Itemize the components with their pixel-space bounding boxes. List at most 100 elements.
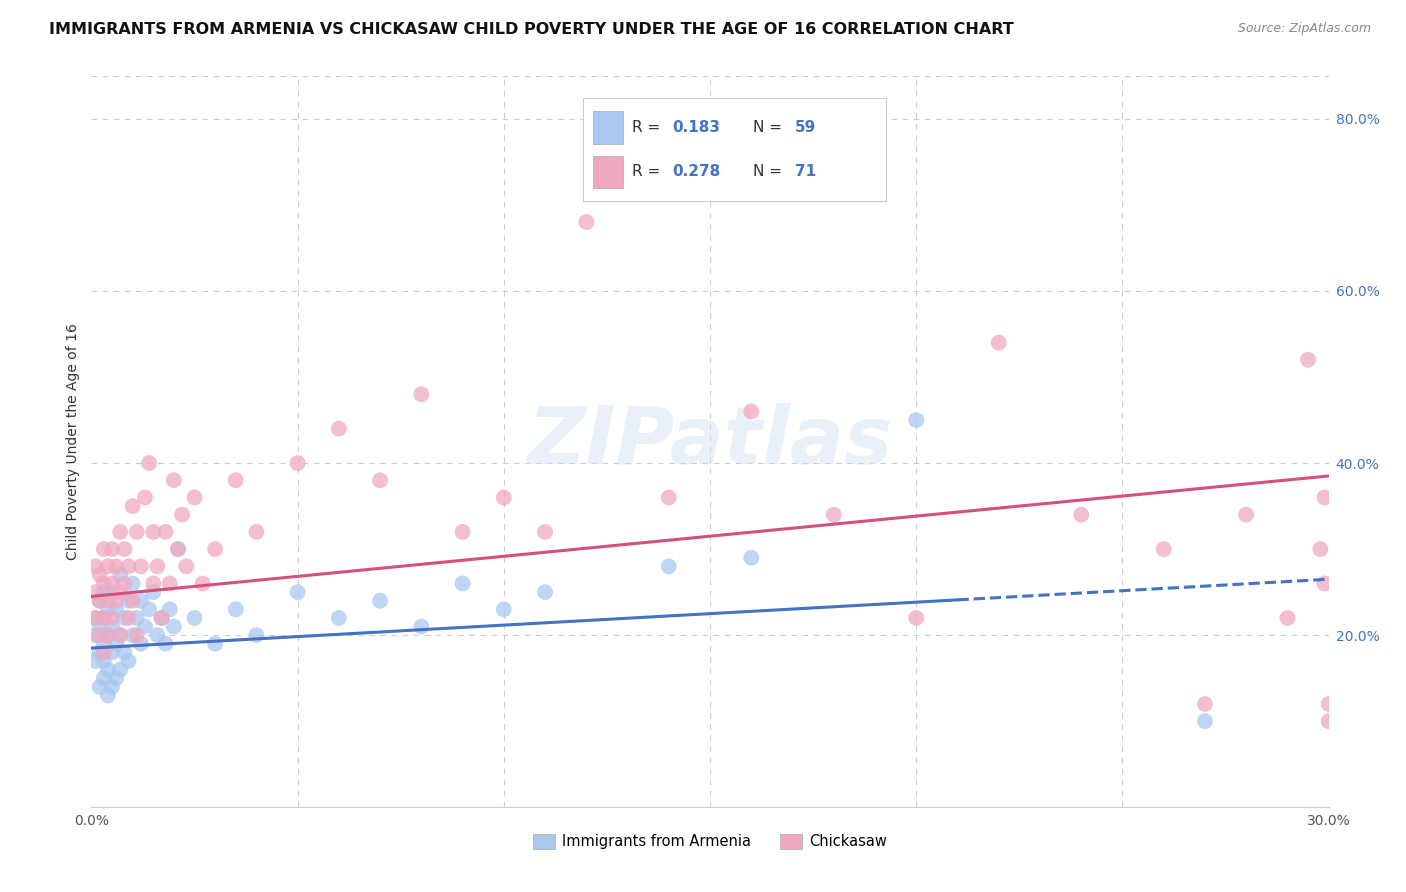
Point xyxy=(159,576,181,591)
Point xyxy=(129,637,152,651)
Point xyxy=(93,611,115,625)
Text: Source: ZipAtlas.com: Source: ZipAtlas.com xyxy=(1237,22,1371,36)
FancyBboxPatch shape xyxy=(592,112,623,145)
Point xyxy=(117,611,139,625)
Point xyxy=(658,491,681,505)
Point xyxy=(134,491,156,505)
Point xyxy=(97,628,120,642)
Text: 71: 71 xyxy=(796,164,817,179)
Point xyxy=(117,654,139,668)
Point xyxy=(146,628,169,642)
Point xyxy=(204,542,226,557)
Point xyxy=(84,611,107,625)
FancyBboxPatch shape xyxy=(592,155,623,188)
Point xyxy=(204,637,226,651)
Point xyxy=(163,619,186,633)
Point xyxy=(105,593,128,607)
Point xyxy=(191,576,214,591)
Point xyxy=(97,628,120,642)
Point xyxy=(112,542,135,557)
Point xyxy=(146,559,169,574)
Point xyxy=(105,671,128,685)
Point xyxy=(534,585,557,599)
Point xyxy=(112,576,135,591)
Point xyxy=(105,559,128,574)
Point xyxy=(93,576,115,591)
Point xyxy=(129,559,152,574)
Point xyxy=(97,559,120,574)
Point xyxy=(225,473,247,487)
Point xyxy=(117,593,139,607)
Point xyxy=(451,524,474,539)
Point xyxy=(134,619,156,633)
Text: N =: N = xyxy=(752,164,786,179)
Point xyxy=(101,576,124,591)
Point xyxy=(905,413,928,427)
Point xyxy=(225,602,247,616)
Point xyxy=(97,602,120,616)
Point xyxy=(93,645,115,659)
Point xyxy=(110,568,132,582)
Point xyxy=(93,542,115,557)
Point xyxy=(1194,697,1216,711)
Point xyxy=(167,542,190,557)
Point xyxy=(905,611,928,625)
Point xyxy=(110,628,132,642)
Point xyxy=(174,559,197,574)
Point xyxy=(125,524,148,539)
Point xyxy=(101,542,124,557)
Point xyxy=(451,576,474,591)
Point xyxy=(411,387,433,401)
Point xyxy=(245,524,267,539)
Point xyxy=(101,645,124,659)
Point xyxy=(110,628,132,642)
Point xyxy=(138,602,160,616)
Point xyxy=(1317,697,1340,711)
Point xyxy=(183,611,205,625)
Point xyxy=(89,645,111,659)
Point xyxy=(93,671,115,685)
Point xyxy=(987,335,1010,350)
Point xyxy=(1194,714,1216,729)
Point xyxy=(97,663,120,677)
Point xyxy=(93,654,115,668)
Point xyxy=(97,689,120,703)
Point xyxy=(823,508,845,522)
Point xyxy=(1234,508,1257,522)
Point xyxy=(287,585,309,599)
Point xyxy=(172,508,194,522)
Point xyxy=(112,645,135,659)
Point xyxy=(163,473,186,487)
Point xyxy=(1277,611,1299,625)
Text: IMMIGRANTS FROM ARMENIA VS CHICKASAW CHILD POVERTY UNDER THE AGE OF 16 CORRELATI: IMMIGRANTS FROM ARMENIA VS CHICKASAW CHI… xyxy=(49,22,1014,37)
Point xyxy=(328,422,350,436)
Point xyxy=(150,611,173,625)
Point xyxy=(138,456,160,470)
Point xyxy=(112,611,135,625)
Point xyxy=(101,585,124,599)
Point xyxy=(1153,542,1175,557)
Point xyxy=(121,628,143,642)
Point xyxy=(110,524,132,539)
Point xyxy=(142,576,165,591)
Point xyxy=(89,568,111,582)
Point xyxy=(93,637,115,651)
Point xyxy=(105,602,128,616)
Point xyxy=(534,524,557,539)
Point xyxy=(84,559,107,574)
Point xyxy=(328,611,350,625)
Point xyxy=(155,637,177,651)
Point xyxy=(125,628,148,642)
Point xyxy=(575,215,598,229)
Point xyxy=(121,499,143,513)
Point xyxy=(368,473,391,487)
Point xyxy=(368,593,391,607)
Point xyxy=(121,593,143,607)
Point xyxy=(129,593,152,607)
Point xyxy=(159,602,181,616)
Point xyxy=(1313,491,1336,505)
Point xyxy=(411,619,433,633)
Point xyxy=(89,593,111,607)
Point xyxy=(117,559,139,574)
Point xyxy=(84,654,107,668)
